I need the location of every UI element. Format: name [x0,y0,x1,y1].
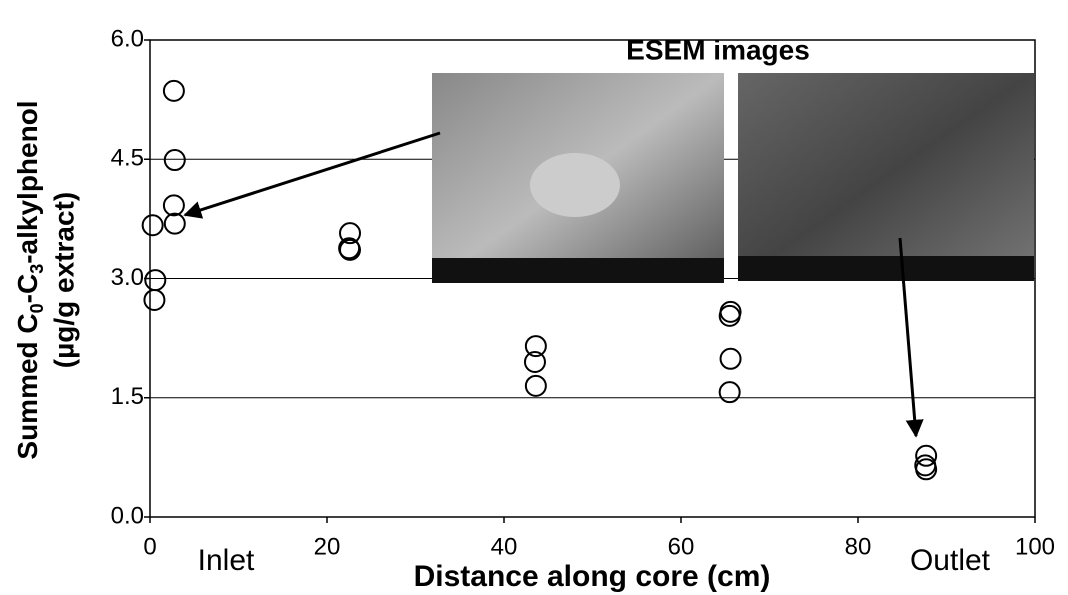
annotation: ESEM images [626,34,810,65]
marker [143,215,163,235]
y-title-part: Summed C [12,313,43,459]
marker [526,376,546,396]
y-title-part: -C [12,274,43,304]
x-tick-label: 100 [1015,533,1055,560]
esem-image [738,73,1034,281]
marker [145,270,165,290]
esem-image-bar [432,258,724,283]
x-axis-title: Distance along core (cm) [414,560,771,593]
y-axis-title: (µg/g extract) [48,192,79,368]
y-title-part: -alkylphenol [12,100,43,263]
y-tick-label: 3.0 [111,264,144,291]
marker [916,459,936,479]
marker [721,302,741,322]
marker [144,290,164,310]
marker [720,382,740,402]
esem-image-bar [738,256,1034,281]
x-tick-label: 20 [314,533,341,560]
x-tick-label: 80 [845,533,872,560]
y-tick-label: 1.5 [111,383,144,410]
y-title-sub: 3 [27,264,47,274]
y-axis-title: Summed C0-C3-alkylphenol [12,100,46,459]
marker [164,195,184,215]
x-tick-label: 60 [668,533,695,560]
y-tick-label: 6.0 [111,25,144,52]
y-tick-label: 4.5 [111,145,144,172]
x-tick-label: 40 [491,533,518,560]
x-tick-label: 0 [143,533,156,560]
annotation: Outlet [910,544,991,577]
marker [721,349,741,369]
marker [165,150,185,170]
marker [165,214,185,234]
arrow [185,133,440,215]
marker [164,81,184,101]
y-tick-label: 0.0 [111,502,144,529]
marker [720,306,740,326]
annotation: Inlet [198,544,255,577]
marker [525,352,545,372]
esem-grain [530,153,620,217]
chart: 0.01.53.04.56.0020406080100 ESEM images … [0,0,1068,595]
y-title-sub: 0 [27,303,47,313]
